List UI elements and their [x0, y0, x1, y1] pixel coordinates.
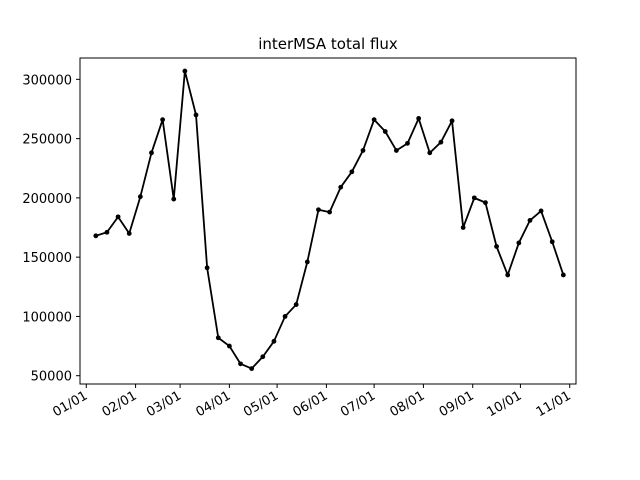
y-tick-label: 200000: [22, 192, 72, 207]
data-point: [371, 117, 377, 123]
data-point: [193, 112, 199, 118]
data-point: [160, 117, 166, 123]
y-tick-label: 300000: [22, 73, 72, 88]
data-point: [560, 272, 566, 278]
data-point: [115, 214, 121, 220]
x-tick-label: 08/01: [387, 388, 427, 420]
data-point: [327, 209, 332, 215]
data-point: [471, 195, 477, 201]
x-tick-label: 07/01: [338, 388, 378, 420]
data-point: [271, 338, 277, 344]
data-point: [427, 150, 433, 156]
y-axis: 50000 100000 150000 200000 250000 300000: [22, 73, 80, 385]
data-point: [293, 302, 299, 307]
x-tick-label: 09/01: [437, 388, 477, 420]
x-tick-label: 02/01: [100, 388, 140, 420]
data-point: [149, 150, 154, 156]
data-point: [549, 239, 555, 245]
data-point: [204, 265, 210, 271]
y-tick-label: 150000: [22, 251, 72, 266]
chart-title: interMSA total flux: [258, 35, 398, 53]
data-point: [171, 196, 177, 202]
data-point: [215, 335, 221, 341]
data-point: [382, 129, 388, 134]
data-point: [249, 366, 255, 371]
data-point: [494, 244, 499, 249]
x-tick-label: 10/01: [484, 388, 524, 420]
data-point: [360, 148, 366, 153]
series-line: [95, 70, 565, 370]
data-point: [505, 272, 511, 278]
data-point: [137, 194, 143, 200]
y-tick-label: 250000: [22, 133, 72, 148]
x-tick-label: 01/01: [50, 388, 90, 420]
data-point: [227, 343, 232, 349]
data-point: [93, 233, 99, 239]
data-point: [438, 139, 444, 145]
x-tick-label: 06/01: [290, 388, 330, 420]
data-point: [393, 148, 399, 153]
data-point: [238, 361, 243, 367]
x-axis: 01/01 02/01 03/01 04/01 05/01 06/01 07/01 08/01…: [50, 384, 574, 420]
data-point: [126, 231, 132, 236]
data-point: [104, 229, 110, 235]
data-point: [449, 118, 455, 124]
series-layer: [93, 68, 566, 371]
data-point: [349, 169, 355, 175]
data-point: [416, 116, 422, 121]
x-tick-label: 05/01: [241, 388, 281, 420]
data-point: [338, 184, 344, 190]
y-tick-label: 50000: [31, 370, 72, 385]
data-point: [304, 259, 310, 265]
x-tick-label: 04/01: [193, 388, 233, 420]
data-point: [483, 200, 488, 206]
x-tick-label: 03/01: [144, 388, 184, 420]
plot-area-frame: [79, 57, 577, 385]
data-point: [516, 240, 522, 246]
data-point: [182, 68, 188, 74]
data-point: [538, 208, 544, 214]
data-point: [460, 225, 466, 230]
data-point: [527, 218, 533, 223]
data-point: [282, 314, 288, 319]
data-point: [316, 207, 321, 213]
y-tick-label: 100000: [22, 310, 72, 325]
data-point: [260, 354, 266, 360]
data-point: [405, 140, 410, 146]
x-tick-label: 11/01: [534, 388, 574, 420]
